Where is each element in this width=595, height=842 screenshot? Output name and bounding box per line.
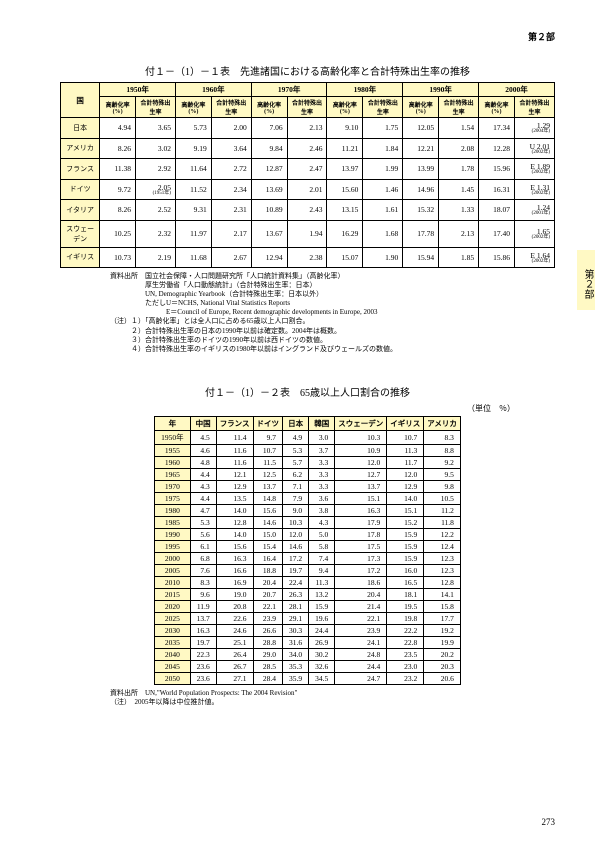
table2-unit: （単位 ％） [60, 403, 515, 414]
table1-notes: 資料出所 国立社会保障・人口問題研究所「人口統計資料集」（高齢化率） 厚生労働省… [110, 272, 555, 354]
table2-title: 付１－（1）－２表 65歳以上人口割合の推移 [60, 384, 555, 399]
table2: 年中国フランスドイツ日本韓国スウェーデンイギリスアメリカ1950年4.511.4… [154, 416, 461, 685]
table1: 国1950年1960年1970年1980年1990年2000年高齢化率(%)合計… [60, 82, 555, 268]
part-label: 第２部 [60, 30, 555, 43]
table2-notes: 資料出所 UN,"World Population Prospects: The… [110, 689, 555, 707]
side-tab: 第２部 [577, 250, 595, 310]
page-number: 273 [542, 817, 556, 827]
table1-title: 付１－（1）－１表 先進諸国における高齢化率と合計特殊出生率の推移 [60, 63, 555, 78]
